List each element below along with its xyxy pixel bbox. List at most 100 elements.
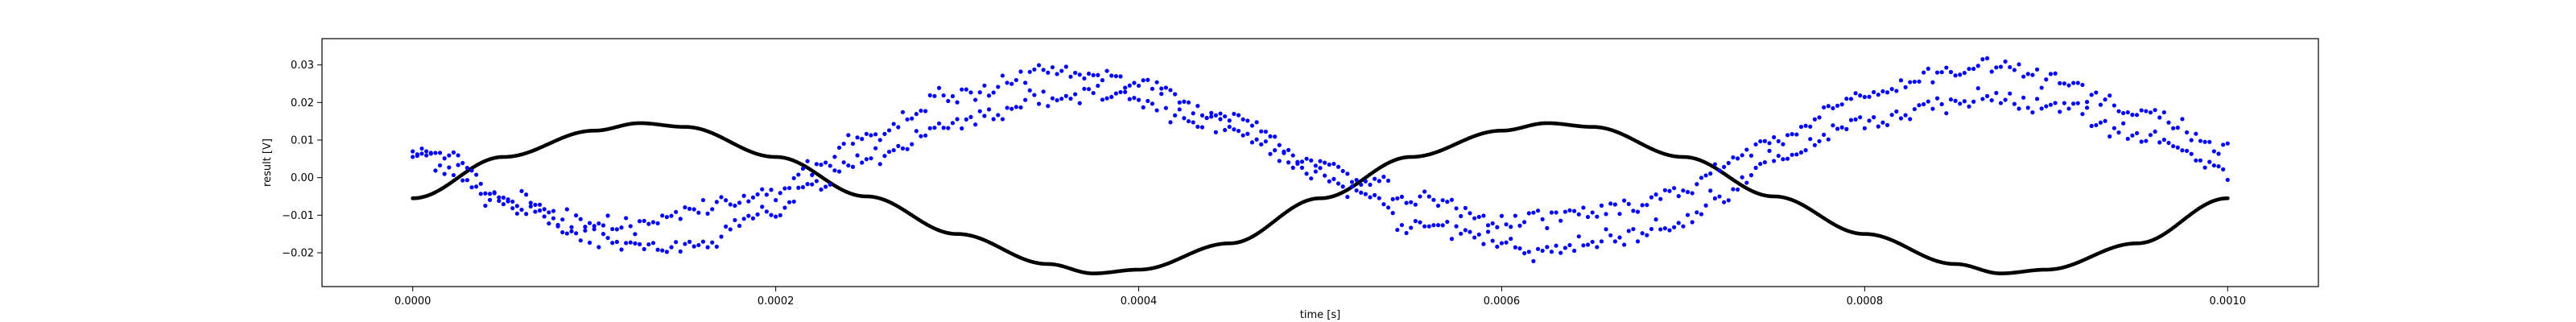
noisy-point	[1263, 129, 1268, 134]
noisy-point	[419, 151, 424, 156]
noisy-point	[601, 223, 606, 228]
noisy-point	[2071, 101, 2076, 106]
noisy-point	[1399, 222, 1405, 228]
noisy-point	[1626, 201, 1631, 206]
noisy-point	[1036, 101, 1042, 106]
noisy-point	[1426, 194, 1431, 199]
noisy-point	[2116, 109, 2121, 114]
noisy-point	[1191, 120, 1195, 125]
noisy-point	[2025, 105, 2030, 110]
noisy-point	[714, 200, 719, 204]
noisy-point	[614, 239, 619, 245]
noisy-point	[660, 248, 665, 253]
noisy-point	[824, 160, 828, 165]
noisy-point	[560, 217, 565, 222]
noisy-point	[696, 210, 701, 215]
noisy-point	[619, 225, 624, 230]
noisy-point	[705, 211, 710, 216]
noisy-point	[683, 204, 687, 210]
noisy-point	[2202, 165, 2207, 170]
noisy-point	[1922, 70, 1926, 75]
noisy-point	[2008, 64, 2013, 70]
noisy-point	[614, 227, 619, 232]
noisy-point	[1459, 213, 1463, 219]
noisy-point	[1318, 166, 1323, 171]
noisy-point	[1313, 163, 1318, 168]
noisy-point	[1672, 225, 1677, 229]
noisy-point	[691, 207, 696, 212]
noisy-point	[805, 159, 810, 163]
noisy-point	[2225, 141, 2230, 146]
noisy-point	[919, 108, 923, 114]
noisy-point	[1109, 94, 1114, 100]
noisy-point	[1554, 210, 1558, 215]
noisy-point	[1962, 70, 1967, 76]
noisy-point	[846, 133, 851, 138]
noisy-point	[1385, 178, 1391, 184]
noisy-point	[2103, 97, 2107, 102]
noisy-point	[2125, 136, 2130, 142]
noisy-point	[1359, 190, 1364, 195]
noisy-point	[2098, 120, 2103, 125]
noisy-point	[547, 210, 551, 215]
noisy-point	[469, 168, 474, 173]
noisy-point	[1794, 152, 1799, 157]
noisy-point	[1835, 126, 1840, 131]
noisy-point	[769, 213, 774, 217]
noisy-point	[1958, 101, 1963, 106]
noisy-point	[1576, 212, 1581, 217]
noisy-point	[1422, 189, 1427, 194]
noisy-point	[886, 128, 892, 133]
noisy-point	[1127, 97, 1132, 101]
noisy-point	[2157, 140, 2162, 145]
noisy-series-blue-upper	[411, 56, 2230, 237]
noisy-point	[447, 165, 452, 170]
noisy-point	[1426, 224, 1431, 229]
noisy-point	[1926, 99, 1930, 104]
noisy-point	[2066, 83, 2071, 88]
noisy-point	[1159, 92, 1164, 97]
noisy-point	[2094, 122, 2099, 128]
noisy-point	[737, 223, 742, 229]
noisy-point	[533, 209, 538, 214]
noisy-point	[1041, 68, 1046, 72]
noisy-point	[1558, 250, 1563, 255]
noisy-point	[1440, 223, 1445, 228]
noisy-point	[2003, 59, 2008, 64]
noisy-point	[1032, 93, 1037, 97]
noisy-point	[1059, 97, 1064, 101]
noisy-point	[1241, 117, 1245, 122]
noisy-point	[474, 172, 479, 177]
noisy-point	[1903, 113, 1908, 118]
noisy-point	[1136, 83, 1141, 89]
noisy-point	[1717, 168, 1722, 173]
noisy-point	[1717, 194, 1722, 199]
noisy-point	[2053, 101, 2058, 105]
noisy-point	[1975, 64, 1980, 68]
noisy-point	[2048, 72, 2054, 76]
noisy-point	[1744, 180, 1749, 185]
noisy-point	[1808, 137, 1813, 142]
noisy-point	[860, 137, 865, 142]
noisy-point	[1327, 162, 1331, 167]
noisy-point	[1186, 100, 1191, 105]
noisy-point	[710, 207, 715, 212]
noisy-point	[1409, 225, 1414, 230]
noisy-point	[1218, 117, 1223, 122]
noisy-point	[1748, 153, 1754, 158]
noisy-point	[592, 227, 597, 232]
noisy-point	[1082, 86, 1087, 91]
noisy-point	[560, 229, 565, 235]
noisy-point	[782, 205, 787, 210]
noisy-point	[1245, 131, 1250, 136]
noisy-point	[800, 166, 806, 171]
noisy-point	[1059, 68, 1064, 73]
noisy-point	[914, 129, 919, 134]
noisy-point	[1091, 90, 1096, 96]
noisy-point	[1299, 165, 1305, 170]
noisy-point	[674, 240, 679, 245]
noisy-point	[1100, 78, 1105, 83]
noisy-point	[2071, 80, 2076, 85]
noisy-point	[1858, 115, 1863, 120]
noisy-point	[919, 134, 923, 138]
